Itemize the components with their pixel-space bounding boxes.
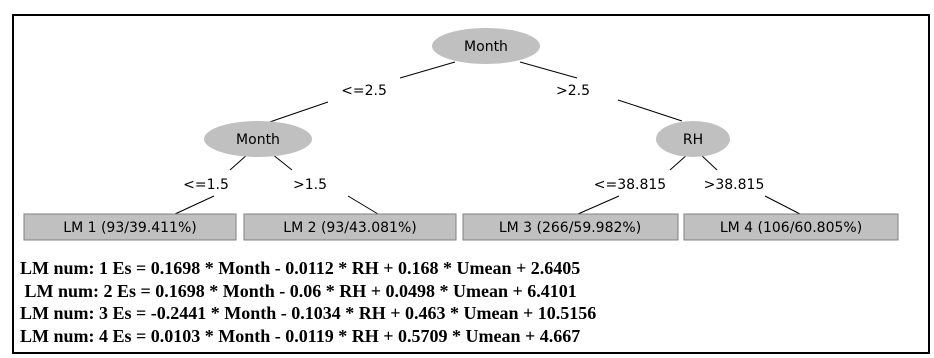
linear-model-equations: LM num: 1 Es = 0.1698 * Month - 0.0112 *… — [20, 257, 596, 347]
leaf-label: LM 4 (106/60.805%) — [720, 220, 862, 236]
leaf-lm-2: LM 2 (93/43.081%) — [243, 213, 457, 241]
leaf-label: LM 1 (93/39.411%) — [63, 220, 196, 236]
edge-rh-right-upper — [699, 153, 718, 171]
equation-lm-2: LM num: 2 Es = 0.1698 * Month - 0.06 * R… — [20, 280, 577, 301]
edge-month2-right-upper — [271, 153, 293, 171]
leaf-lm-4: LM 4 (106/60.805%) — [683, 213, 899, 241]
edge-label-le-2-5: <=2.5 — [341, 83, 387, 99]
node-shape — [656, 121, 730, 157]
edge-month2-left-lower — [174, 195, 215, 215]
edge-rh-left-lower — [577, 195, 620, 215]
leaf-lm-3: LM 3 (266/59.982%) — [462, 213, 679, 241]
model-tree-figure — [12, 14, 930, 354]
edge-label-le-1-5: <=1.5 — [183, 177, 229, 193]
node-label: RH — [683, 132, 703, 148]
edge-label-gt-1-5: >1.5 — [293, 177, 327, 193]
node-shape — [204, 121, 312, 157]
node-label: Month — [464, 39, 508, 55]
node-root-month: Month — [432, 28, 540, 64]
edge-label-gt-38-815: >38.815 — [704, 177, 765, 193]
edge-root-left-upper — [399, 61, 456, 79]
node-label: Month — [236, 132, 280, 148]
equation-lm-4: LM num: 4 Es = 0.0103 * Month - 0.0119 *… — [20, 325, 581, 346]
node-rh-right: RH — [656, 121, 730, 157]
node-shape — [432, 28, 540, 64]
leaf-box — [243, 213, 457, 241]
edge-root-right-lower — [617, 99, 683, 122]
edge-rh-right-lower — [764, 195, 801, 215]
leaf-lm-1: LM 1 (93/39.411%) — [23, 213, 237, 241]
edge-month2-right-lower — [347, 195, 379, 215]
node-month-left: Month — [204, 121, 312, 157]
leaf-box — [683, 213, 899, 241]
equation-lm-1: LM num: 1 Es = 0.1698 * Month - 0.0112 *… — [20, 258, 581, 278]
leaf-label: LM 3 (266/59.982%) — [499, 220, 641, 236]
edge-label-gt-2-5: >2.5 — [556, 83, 590, 99]
leaf-box — [462, 213, 679, 241]
edge-label-le-38-815: <=38.815 — [594, 177, 666, 193]
edge-root-right-upper — [519, 61, 578, 79]
edge-rh-left-upper — [669, 153, 689, 171]
equation-lm-3: LM num: 3 Es = -0.2441 * Month - 0.1034 … — [20, 303, 597, 323]
leaf-label: LM 2 (93/43.081%) — [283, 220, 416, 236]
edge-month2-left-upper — [229, 153, 249, 171]
leaf-box — [23, 213, 237, 241]
tree-edges — [174, 61, 801, 215]
